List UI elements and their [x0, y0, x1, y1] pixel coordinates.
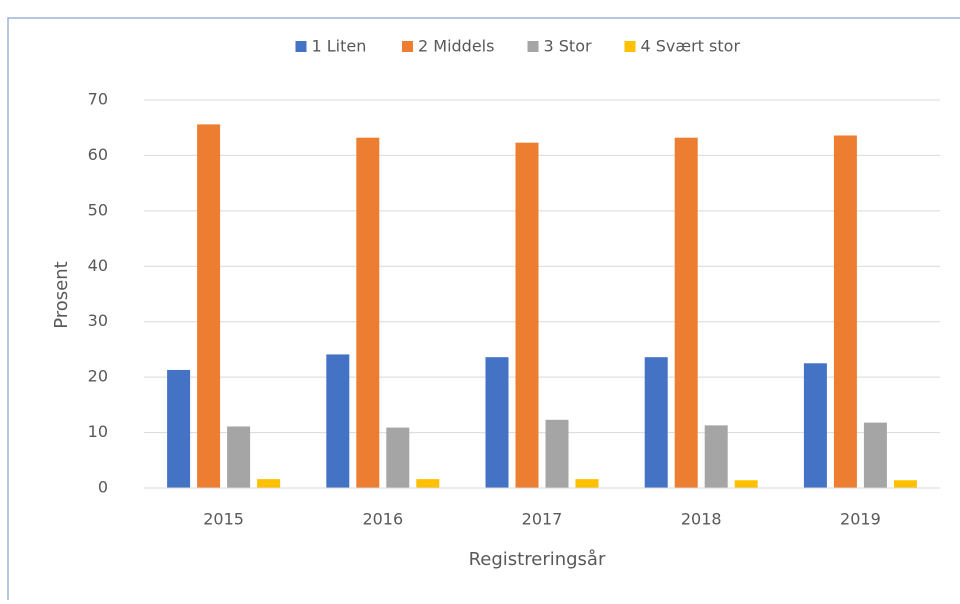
- bar: [257, 479, 281, 488]
- bar: [803, 363, 827, 488]
- chart-frame: [7, 17, 960, 604]
- bar: [734, 480, 758, 488]
- bar: [674, 137, 698, 489]
- legend-swatch: [295, 41, 307, 52]
- legend-label: 2 Middels: [418, 37, 494, 56]
- y-tick-label: 40: [88, 256, 108, 275]
- y-tick-label: 50: [88, 200, 108, 219]
- bar: [575, 479, 599, 488]
- bar: [326, 354, 350, 488]
- legend-label: 3 Stor: [544, 37, 592, 56]
- y-tick-label: 20: [88, 367, 108, 386]
- bar: [893, 480, 917, 488]
- bar: [485, 357, 509, 488]
- bar: [515, 142, 539, 488]
- x-tick-label: 2019: [840, 510, 881, 529]
- x-tick-label: 2016: [362, 510, 403, 529]
- x-tick-label: 2017: [522, 510, 563, 529]
- legend-swatch: [624, 41, 636, 52]
- y-tick-label: 10: [88, 422, 108, 441]
- x-tick-label: 2015: [203, 510, 244, 529]
- y-axis-title: Prosent: [51, 261, 72, 328]
- x-tick-label: 2018: [681, 510, 722, 529]
- bar: [704, 425, 728, 488]
- bar: [386, 427, 410, 488]
- y-tick-label: 60: [88, 145, 108, 164]
- x-axis-title: Registreringsår: [469, 549, 606, 570]
- bar: [167, 369, 191, 488]
- y-tick-label: 0: [98, 478, 108, 497]
- bar: [833, 135, 857, 488]
- legend-label: 4 Svært stor: [641, 37, 741, 56]
- y-tick-label: 70: [88, 90, 108, 109]
- bar: [197, 124, 221, 488]
- y-tick-label: 30: [88, 311, 108, 330]
- bar: [545, 419, 569, 488]
- bar: [356, 137, 380, 489]
- bar: [416, 479, 440, 488]
- legend-swatch: [527, 41, 539, 52]
- legend-swatch: [402, 41, 413, 52]
- bar: [863, 422, 887, 488]
- legend-label: 1 Liten: [312, 37, 367, 56]
- bar: [227, 426, 251, 488]
- bar: [644, 357, 668, 488]
